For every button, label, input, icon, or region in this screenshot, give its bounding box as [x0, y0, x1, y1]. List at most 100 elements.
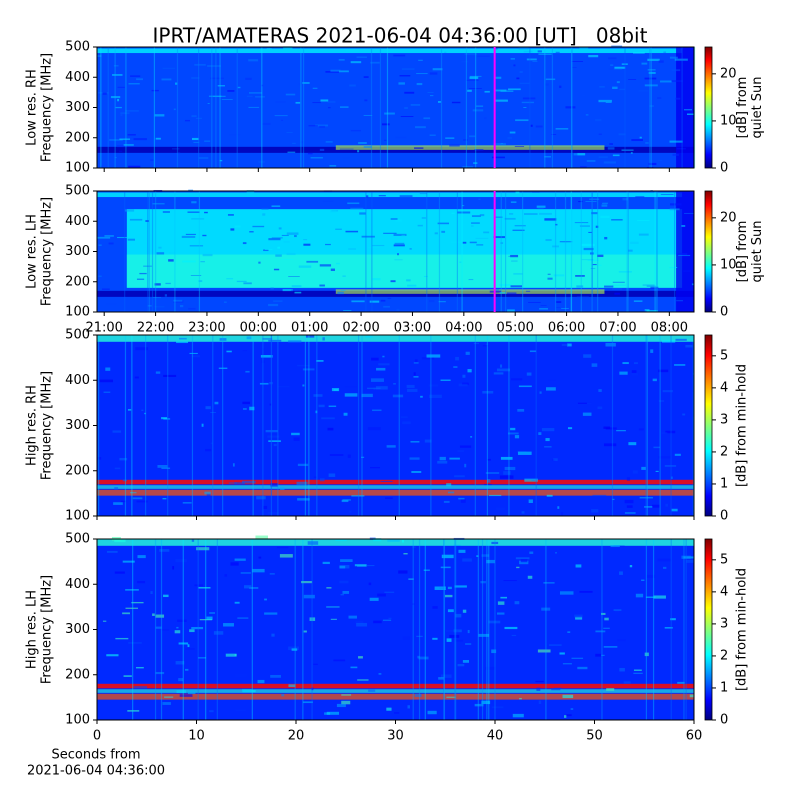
x-tick-label: 04:00 [445, 321, 482, 336]
spectrogram-texture [341, 700, 351, 705]
spectrogram-texture [98, 244, 102, 246]
spectrogram-texture [603, 161, 617, 164]
spectrogram-texture [464, 463, 467, 468]
spectrogram-texture [621, 63, 628, 65]
spectrogram-texture [658, 60, 664, 63]
spectrogram-texture [350, 129, 361, 132]
spectrogram-texture [378, 195, 386, 197]
spectrogram-texture [545, 78, 556, 81]
spectrogram-texture [648, 71, 656, 74]
spectrogram-texture [419, 191, 427, 195]
spectrogram-texture [216, 539, 218, 720]
spectrogram-texture [515, 119, 529, 122]
spectrogram-texture [175, 661, 185, 665]
spectrogram-texture [198, 280, 203, 282]
spectrogram-texture [622, 362, 629, 365]
spectrogram-texture [297, 498, 310, 501]
spectrogram-texture [652, 378, 657, 382]
spectrogram-texture [318, 404, 325, 408]
spectrogram-texture [446, 483, 452, 487]
spectrogram-texture [248, 106, 260, 108]
spectrogram-texture [547, 277, 553, 280]
spectrogram-texture [351, 300, 365, 303]
spectrogram-texture [308, 125, 318, 127]
spectrogram-texture [304, 335, 307, 516]
spectrogram-texture [155, 626, 162, 629]
spectrogram-texture [421, 357, 435, 360]
spectrogram-texture [469, 135, 476, 138]
colorbar [704, 190, 713, 313]
spectrogram-texture [671, 69, 681, 72]
spectrogram-texture [263, 505, 268, 510]
spectrogram-texture [479, 214, 485, 217]
spectrogram-texture [175, 82, 178, 85]
spectrogram-texture [280, 259, 294, 260]
spectrogram-texture [97, 539, 694, 546]
spectrogram-texture [168, 259, 174, 262]
spectrogram-texture [612, 154, 620, 157]
spectrogram-texture [270, 674, 281, 678]
spectrogram-texture [445, 630, 459, 632]
y-tick-label: 100 [65, 713, 90, 728]
spectrogram-texture [108, 242, 114, 245]
spectrogram-texture [162, 702, 171, 705]
colorbar-tick-label: 2 [720, 648, 728, 663]
y-tick-label: 200 [65, 667, 90, 682]
spectrogram-texture [659, 335, 661, 516]
spectrogram-texture [676, 147, 686, 150]
spectrogram-texture [380, 480, 393, 482]
spectrogram-texture [310, 157, 323, 159]
spectrogram-texture [657, 97, 662, 99]
spectrogram-texture [532, 191, 540, 193]
spectrogram-texture [273, 268, 280, 271]
spectrogram-texture [296, 481, 308, 486]
spectrogram-texture [244, 585, 252, 589]
spectrogram-texture [493, 143, 506, 146]
y-tick-label: 200 [65, 463, 90, 478]
spectrogram-texture [201, 423, 204, 427]
spectrogram-texture [357, 679, 369, 681]
spectrogram-texture [339, 565, 350, 569]
spectrogram-texture [528, 301, 541, 303]
spectrogram-texture [656, 191, 658, 312]
spectrogram-texture [434, 586, 446, 590]
spectrogram-texture [477, 55, 490, 57]
spectrogram-texture [590, 268, 596, 269]
spectrogram-texture [372, 409, 382, 412]
spectrogram-texture [184, 668, 189, 671]
spectrogram-texture [288, 276, 300, 277]
spectrogram-texture [330, 618, 337, 620]
spectrogram-texture [262, 348, 265, 351]
spectrogram-texture [626, 191, 628, 312]
x-axis-label: 2021-06-04 04:36:00 [27, 764, 165, 779]
spectrogram-texture [453, 366, 458, 368]
spectrogram-texture [339, 106, 349, 108]
spectrogram-texture [415, 126, 426, 129]
spectrogram-texture [664, 626, 673, 629]
spectrogram-texture [638, 428, 644, 431]
spectrogram-texture [685, 344, 693, 348]
x-tick-label: 07:00 [599, 321, 636, 336]
spectrogram-texture [378, 363, 390, 366]
spectrogram-texture [319, 264, 332, 267]
x-tick-label: 60 [686, 729, 703, 744]
spectrogram-texture [241, 480, 256, 484]
spectrogram-texture [662, 390, 673, 393]
spectrogram-texture [302, 539, 304, 720]
spectrogram-texture [519, 560, 529, 565]
spectrogram-texture [674, 58, 688, 61]
spectrogram-texture [347, 454, 351, 458]
y-tick-label: 500 [65, 532, 90, 547]
spectrogram-texture [472, 109, 484, 112]
spectrogram-texture [474, 703, 484, 707]
spectrogram-texture [653, 595, 666, 599]
spectrogram-texture [127, 134, 136, 136]
y-tick-label: 300 [65, 622, 90, 637]
spectrogram-texture [467, 89, 472, 92]
spectrogram-texture [234, 601, 240, 604]
spectrogram-texture [483, 231, 490, 234]
spectrogram-texture [200, 261, 205, 263]
spectrogram-texture [644, 505, 653, 508]
spectrogram-texture [466, 79, 479, 81]
spectrogram-texture [235, 709, 246, 712]
